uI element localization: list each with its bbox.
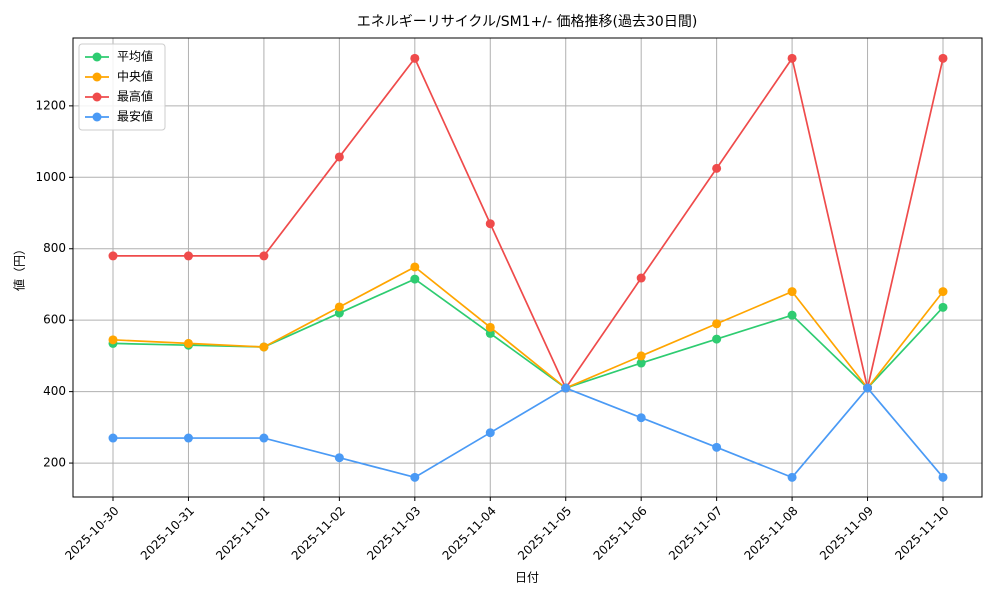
legend-label: 中央値 bbox=[117, 69, 153, 84]
data-point bbox=[183, 251, 193, 261]
data-point bbox=[636, 358, 646, 368]
data-point bbox=[108, 335, 118, 345]
data-point bbox=[334, 152, 344, 162]
data-point bbox=[561, 383, 571, 393]
series-line bbox=[113, 386, 944, 479]
legend-box bbox=[78, 43, 166, 131]
data-point bbox=[712, 163, 722, 173]
data-point bbox=[334, 302, 344, 312]
data-point bbox=[636, 351, 646, 361]
legend-label: 最高値 bbox=[117, 89, 153, 104]
series-line bbox=[113, 56, 944, 390]
data-point bbox=[938, 287, 948, 297]
legend-marker bbox=[92, 112, 102, 122]
data-point bbox=[938, 302, 948, 312]
y-axis-label: 値（円） bbox=[12, 243, 27, 291]
data-point bbox=[863, 383, 873, 393]
legend-marker bbox=[92, 72, 102, 82]
legend-marker bbox=[92, 92, 102, 102]
data-point bbox=[712, 334, 722, 344]
data-point bbox=[410, 262, 420, 272]
data-point bbox=[410, 53, 420, 63]
data-point bbox=[938, 472, 948, 482]
data-point bbox=[938, 53, 948, 63]
data-point bbox=[485, 428, 495, 438]
data-point bbox=[485, 322, 495, 332]
series-line bbox=[112, 265, 944, 390]
y-tick-label: 800 bbox=[43, 241, 66, 255]
chart-title: エネルギーリサイクル/SM1+/- 価格推移(過去30日間) bbox=[357, 14, 698, 30]
data-point bbox=[787, 310, 797, 320]
data-point bbox=[787, 472, 797, 482]
x-axis-label: 日付 bbox=[515, 571, 539, 585]
legend-label: 最安値 bbox=[117, 109, 153, 124]
data-point bbox=[787, 287, 797, 297]
data-point bbox=[485, 219, 495, 229]
data-point bbox=[259, 433, 269, 443]
data-point bbox=[334, 453, 344, 463]
data-point bbox=[183, 433, 193, 443]
legend-marker bbox=[92, 52, 102, 62]
data-point bbox=[712, 319, 722, 329]
data-point bbox=[787, 53, 797, 63]
data-point bbox=[183, 338, 193, 348]
data-point bbox=[108, 251, 118, 261]
legend-label: 平均値 bbox=[117, 49, 153, 64]
y-tick-label: 200 bbox=[43, 456, 66, 470]
axes-frame bbox=[72, 37, 983, 498]
data-point bbox=[259, 342, 269, 352]
data-point bbox=[259, 251, 269, 261]
data-point bbox=[636, 413, 646, 423]
data-point bbox=[712, 442, 722, 452]
y-tick-label: 1200 bbox=[35, 98, 66, 112]
data-point bbox=[410, 274, 420, 284]
y-tick-label: 400 bbox=[43, 384, 66, 398]
data-point bbox=[108, 433, 118, 443]
y-tick-label: 1000 bbox=[35, 170, 66, 184]
data-point bbox=[410, 472, 420, 482]
y-tick-label: 600 bbox=[43, 313, 66, 327]
data-point bbox=[636, 273, 646, 283]
